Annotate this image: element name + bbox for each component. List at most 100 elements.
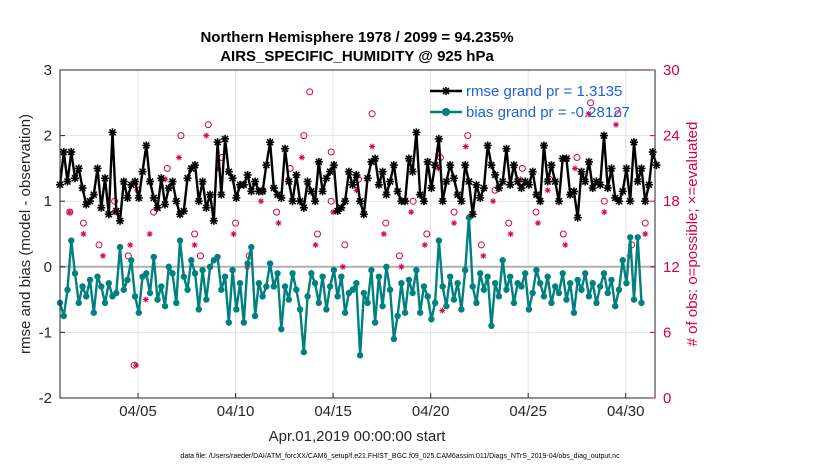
star-center [602, 134, 606, 138]
star-center [272, 186, 276, 190]
obs-evaluated-stroke [586, 111, 592, 117]
bias-point [566, 280, 574, 287]
bias-point [597, 283, 604, 290]
bias-point [143, 270, 150, 277]
star-center [591, 186, 595, 190]
bias-point [405, 276, 413, 284]
star-center [403, 199, 407, 203]
star-center [564, 156, 569, 161]
obs-evaluated-marker [562, 241, 569, 248]
star-center [193, 163, 197, 167]
obs-evaluated-stroke [480, 253, 486, 259]
rmse-point [138, 167, 147, 176]
rmse-point [641, 197, 650, 206]
rmse-point [506, 180, 515, 189]
star-center [167, 186, 171, 190]
bias-point [499, 257, 506, 264]
obs-evaluated-marker [191, 241, 198, 248]
y-axis-left-label: rmse and bias (model - observation) [17, 114, 34, 354]
obs-possible-marker [232, 219, 240, 227]
rmse-point [539, 141, 548, 150]
rmse-series-line [58, 132, 658, 222]
bias-point [154, 296, 161, 303]
star-center [170, 179, 175, 184]
bias-point [428, 316, 435, 323]
bias-point [83, 293, 90, 300]
star-center [253, 179, 257, 184]
star-center [418, 193, 422, 197]
bias-point [409, 289, 416, 297]
obs-evaluated-marker [439, 307, 446, 314]
star-center [347, 170, 351, 174]
star-center [103, 176, 107, 180]
obs-possible-marker [573, 153, 581, 161]
star-center [422, 199, 426, 203]
obs-possible-marker [382, 219, 390, 227]
star-center [287, 179, 291, 184]
obs-possible-marker [327, 148, 335, 156]
bias-point [563, 296, 570, 303]
bias-point [150, 253, 157, 261]
star-center [519, 186, 524, 190]
bias-point [551, 283, 559, 290]
star-center [339, 206, 343, 210]
rmse-point [427, 184, 436, 193]
rmse-point [89, 190, 98, 199]
star-center [579, 170, 584, 174]
bias-point [274, 270, 281, 277]
star-center [88, 199, 92, 203]
obs-evaluated-stroke [133, 362, 139, 368]
star-center [245, 173, 250, 177]
obs-possible-marker [306, 88, 314, 96]
rmse-point [307, 187, 316, 196]
star-center [118, 219, 122, 223]
bias-point [443, 302, 450, 310]
bias-point [240, 319, 248, 326]
bias-point [270, 283, 278, 290]
y-axis-left-ticks: -2 -1 0 1 2 3 [39, 62, 65, 407]
x-tick-label: 04/15 [314, 403, 352, 420]
rmse-point [449, 174, 458, 183]
bias-point [600, 270, 608, 277]
star-center [647, 183, 651, 187]
star-center [414, 130, 418, 134]
obs-evaluated-stroke [572, 165, 578, 171]
rmse-series-points [56, 128, 661, 225]
star-center [208, 193, 212, 197]
rmse-point [483, 141, 492, 150]
obs-possible-marker [196, 252, 204, 260]
rmse-point [191, 161, 200, 170]
bias-point [75, 299, 82, 307]
rmse-point [78, 184, 87, 193]
legend: rmse grand pr = 1.3135 bias grand pr = -… [430, 83, 630, 121]
bias-point [420, 283, 428, 290]
bias-point [413, 266, 420, 274]
bias-point [124, 276, 131, 284]
rmse-point [314, 157, 323, 166]
obs-evaluated-stroke [535, 220, 541, 226]
star-center [125, 196, 130, 200]
rmse-point [551, 177, 560, 186]
star-center [309, 189, 313, 193]
obs-possible-marker [341, 241, 349, 249]
rmse-point [209, 216, 218, 225]
obs-evaluated-marker [133, 362, 140, 369]
plot-frame [59, 69, 656, 399]
obs-possible-marker [163, 164, 171, 172]
bias-point [578, 286, 585, 293]
star-center [215, 140, 220, 144]
obs-evaluated-stroke [369, 144, 375, 149]
star-center [553, 179, 557, 184]
star-center [583, 179, 587, 184]
bias-point [612, 302, 619, 310]
bias-point [536, 280, 544, 287]
bias-point [439, 283, 446, 290]
star-center [448, 163, 452, 167]
rmse-point [592, 177, 601, 186]
bias-point [510, 299, 518, 307]
rmse-point [239, 180, 248, 189]
obs-possible-marker [600, 197, 608, 205]
star-center [486, 143, 490, 148]
obs-possible-marker [300, 132, 308, 140]
rmse-point [509, 161, 518, 170]
